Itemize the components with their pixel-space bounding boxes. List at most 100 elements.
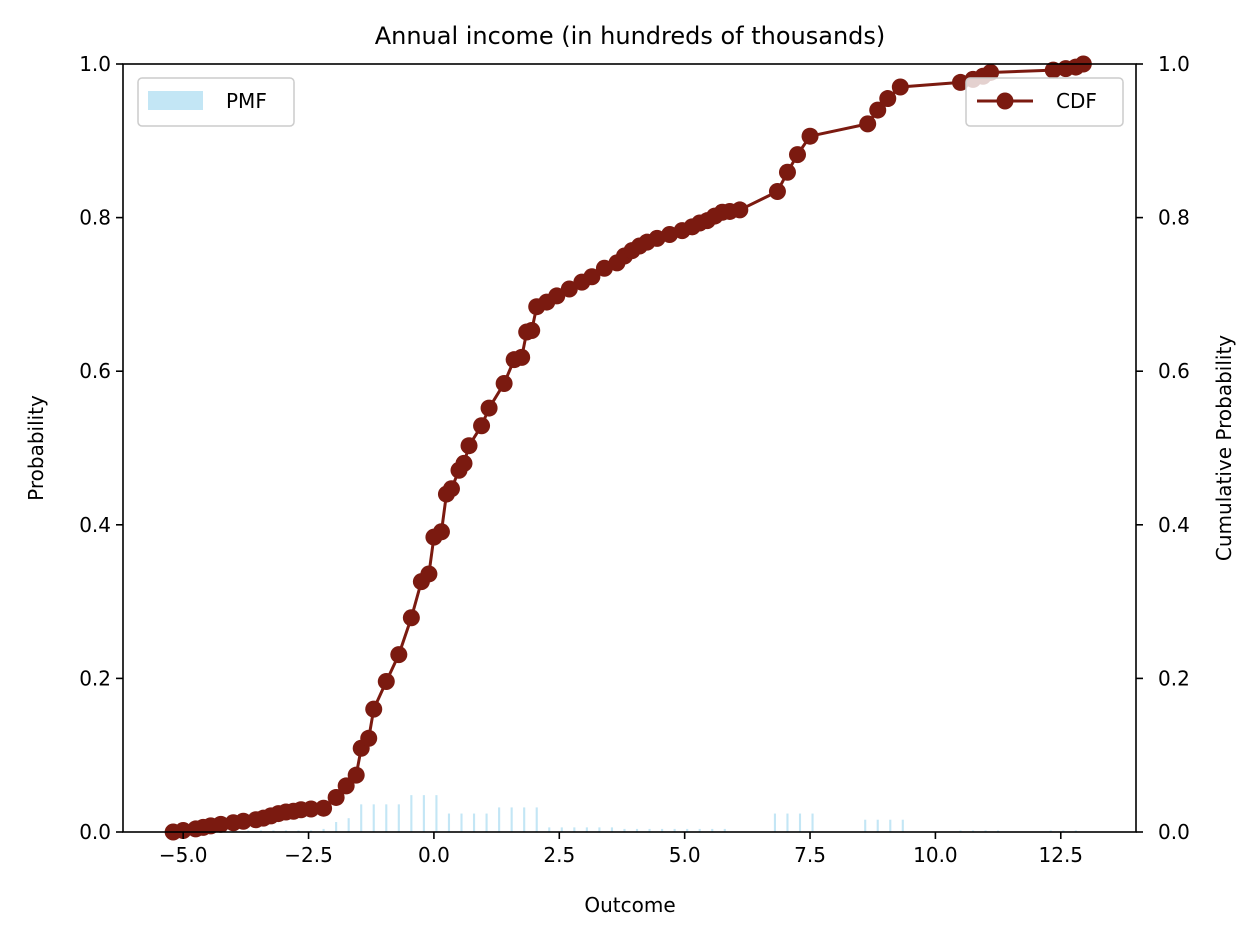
pmf-bar bbox=[723, 828, 726, 832]
cdf-point bbox=[778, 163, 796, 181]
legend-cdf-frame bbox=[965, 77, 1124, 127]
pmf-bar bbox=[864, 819, 867, 832]
cdf-point bbox=[1044, 61, 1062, 79]
pmf-bar bbox=[889, 819, 892, 832]
pmf-bar bbox=[698, 828, 701, 832]
cdf-point bbox=[212, 815, 230, 833]
cdf-line-group bbox=[164, 55, 1092, 841]
pmf-bar bbox=[573, 827, 576, 832]
cdf-point bbox=[480, 399, 498, 417]
x-tick-label: 0.0 bbox=[418, 843, 450, 867]
cdf-point bbox=[495, 374, 513, 392]
cdf-point bbox=[347, 766, 365, 784]
pmf-bar bbox=[786, 813, 789, 832]
pmf-bar bbox=[360, 804, 363, 832]
cdf-point bbox=[365, 700, 383, 718]
x-tick-label: 10.0 bbox=[913, 843, 958, 867]
pmf-bar bbox=[485, 813, 488, 832]
cdf-point bbox=[377, 672, 395, 690]
y-tick-label: 0.6 bbox=[79, 359, 111, 383]
pmf-bar bbox=[535, 807, 538, 832]
pmf-bar bbox=[322, 828, 325, 832]
pmf-bar bbox=[523, 807, 526, 832]
x-tick-label: 12.5 bbox=[1039, 843, 1084, 867]
cdf-point bbox=[560, 280, 578, 298]
cdf-point bbox=[442, 480, 460, 498]
pmf-bar bbox=[623, 828, 626, 832]
pmf-bar bbox=[811, 813, 814, 832]
pmf-bar bbox=[798, 813, 802, 832]
chart-title: Annual income (in hundreds of thousands) bbox=[375, 22, 886, 50]
pmf-bar bbox=[686, 828, 689, 832]
pmf-bar bbox=[585, 827, 588, 832]
cdf-point bbox=[731, 201, 749, 219]
y2-tick-label: 0.6 bbox=[1158, 359, 1190, 383]
cdf-point bbox=[801, 127, 819, 145]
legend-pmf: PMF bbox=[137, 77, 295, 127]
y-tick-label: 0.2 bbox=[79, 666, 111, 690]
pmf-bar bbox=[385, 804, 388, 832]
pmf-bar bbox=[635, 828, 639, 832]
cdf-point bbox=[768, 182, 786, 200]
cdf-point bbox=[879, 90, 897, 108]
cdf-point bbox=[891, 78, 909, 96]
x-tick-label: 2.5 bbox=[543, 843, 575, 867]
pmf-bar bbox=[711, 828, 714, 832]
y-tick-label: 0.8 bbox=[79, 206, 111, 230]
pmf-bars bbox=[172, 795, 1077, 832]
legend-pmf-label: PMF bbox=[226, 89, 267, 113]
legend-cdf-marker bbox=[996, 92, 1014, 110]
pmf-bar bbox=[560, 827, 563, 832]
legend-cdf-label: CDF bbox=[1056, 89, 1097, 113]
y2-tick-label: 0.2 bbox=[1158, 666, 1190, 690]
cdf-point bbox=[234, 812, 252, 830]
y-axis-left: 0.0 0.2 0.4 0.6 0.8 1.0 bbox=[79, 52, 123, 844]
pmf-bar bbox=[372, 804, 375, 832]
cdf-point bbox=[513, 348, 531, 366]
x-tick-label: 7.5 bbox=[794, 843, 826, 867]
pmf-bar bbox=[673, 828, 676, 832]
y-axis-right: 0.0 0.2 0.4 0.6 0.8 1.0 bbox=[1136, 52, 1190, 844]
pmf-bar bbox=[598, 827, 601, 832]
y-tick-label: 0.0 bbox=[79, 820, 111, 844]
cdf-point bbox=[788, 146, 806, 164]
pmf-bar bbox=[510, 807, 513, 832]
cdf-point bbox=[869, 101, 887, 119]
y2-tick-label: 0.4 bbox=[1158, 513, 1190, 537]
x-tick-label: −2.5 bbox=[284, 843, 333, 867]
pmf-bar bbox=[548, 827, 551, 832]
cdf-point bbox=[523, 321, 541, 339]
cdf-point bbox=[327, 788, 345, 806]
cdf-point bbox=[402, 609, 420, 627]
cdf-point bbox=[420, 565, 438, 583]
cdf-point bbox=[174, 821, 192, 839]
pmf-bar bbox=[610, 827, 614, 832]
legend-cdf: CDF bbox=[965, 77, 1124, 127]
y-tick-label: 1.0 bbox=[79, 52, 111, 76]
cdf-point bbox=[360, 729, 378, 747]
pmf-bar bbox=[876, 819, 879, 832]
cdf-point bbox=[473, 417, 491, 435]
x-axis-label: Outcome bbox=[584, 893, 675, 917]
cdf-point bbox=[302, 800, 320, 818]
x-axis: −5.0 −2.5 0.0 2.5 5.0 7.5 10.0 12.5 bbox=[159, 832, 1083, 867]
pmf-bar bbox=[347, 818, 350, 832]
cdf-point bbox=[432, 523, 450, 541]
y2-tick-label: 0.0 bbox=[1158, 820, 1190, 844]
pmf-bar bbox=[397, 804, 400, 832]
pmf-bar bbox=[422, 795, 425, 832]
pmf-bar bbox=[447, 813, 451, 832]
cdf-point bbox=[982, 63, 1000, 81]
y2-tick-label: 0.8 bbox=[1158, 206, 1190, 230]
y-axis-label: Probability bbox=[24, 395, 48, 501]
cdf-point bbox=[455, 454, 473, 472]
cdf-point bbox=[583, 268, 601, 286]
pmf-bar bbox=[498, 807, 501, 832]
pmf-bar bbox=[773, 813, 776, 832]
plot-frame bbox=[122, 63, 1137, 833]
pmf-bar bbox=[460, 813, 463, 832]
cdf-point bbox=[390, 646, 408, 664]
pmf-bar bbox=[648, 828, 651, 832]
